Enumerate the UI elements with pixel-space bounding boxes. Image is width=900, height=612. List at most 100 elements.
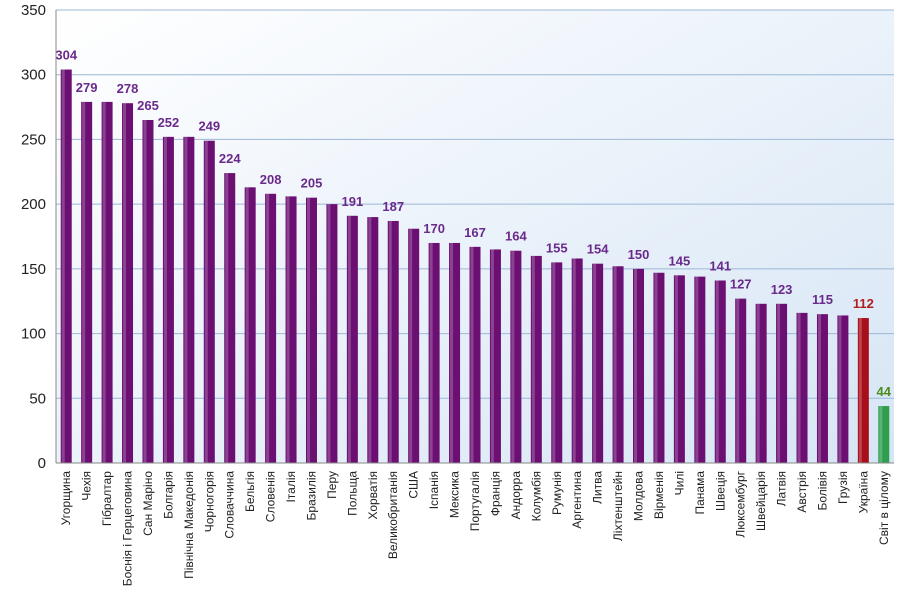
bar xyxy=(551,262,563,463)
bar-highlight xyxy=(388,220,392,463)
bar xyxy=(857,318,869,463)
category-label: США xyxy=(407,471,421,499)
category-label: Великобританія xyxy=(386,471,400,559)
category-label: Словенія xyxy=(264,471,278,522)
bar-highlight xyxy=(593,263,597,463)
data-label: 145 xyxy=(669,253,691,268)
bar xyxy=(653,272,665,463)
bar xyxy=(735,298,747,463)
data-label: 167 xyxy=(464,225,486,240)
bar-highlight xyxy=(123,103,127,463)
category-label: Колумбія xyxy=(529,471,543,521)
category-label: Перу xyxy=(325,471,339,499)
bar-highlight xyxy=(674,275,678,463)
bar xyxy=(796,312,808,463)
bar xyxy=(162,136,174,463)
bars xyxy=(60,69,890,464)
bar xyxy=(244,187,256,463)
category-label: Чилі xyxy=(672,471,686,495)
category-label: Андорра xyxy=(509,471,523,520)
bar xyxy=(203,140,215,464)
data-label: 123 xyxy=(771,282,793,297)
bar-highlight xyxy=(634,268,638,463)
category-label: Грузія xyxy=(836,471,850,504)
data-label: 115 xyxy=(812,292,833,307)
bar-highlight xyxy=(511,250,515,463)
bar xyxy=(633,268,645,463)
category-label: Іспанія xyxy=(427,471,441,509)
bar xyxy=(469,246,481,463)
data-label: 154 xyxy=(587,242,609,257)
bar-highlight xyxy=(756,303,760,463)
y-tick-label: 150 xyxy=(21,261,46,278)
category-label: Італія xyxy=(284,471,298,503)
bar-highlight xyxy=(61,69,65,463)
data-label: 252 xyxy=(158,115,180,130)
bar xyxy=(755,303,767,463)
category-label: Угорщина xyxy=(59,471,73,526)
bar xyxy=(489,249,501,463)
category-label: Болівія xyxy=(815,471,829,511)
bar xyxy=(673,275,685,463)
x-axis-labels: Угорщина Чехія Гібралтар Боснія і Герцегови… xyxy=(59,470,891,586)
category-label: Гібралтар xyxy=(100,471,114,526)
bar-highlight xyxy=(777,303,781,463)
bar-highlight xyxy=(184,136,188,463)
bar-highlight xyxy=(797,312,801,463)
bar-highlight xyxy=(552,262,556,463)
category-label: Молдова xyxy=(632,471,646,521)
bar-highlight xyxy=(266,193,270,463)
category-label: Бразилія xyxy=(304,471,318,520)
category-label: Чехія xyxy=(80,471,94,501)
bar xyxy=(592,263,604,463)
category-label: Ліхтенштейн xyxy=(611,471,625,541)
category-label: Вірменія xyxy=(652,471,666,519)
bar xyxy=(408,228,420,463)
bar xyxy=(837,315,849,463)
y-tick-label: 200 xyxy=(21,196,46,213)
category-label: Сан Маріно xyxy=(141,471,155,536)
bar-highlight xyxy=(286,196,290,463)
y-tick-label: 250 xyxy=(21,131,46,148)
data-label: 127 xyxy=(730,277,752,292)
data-label: 208 xyxy=(260,172,282,187)
bar-highlight xyxy=(347,215,351,463)
data-label: 44 xyxy=(877,384,892,399)
y-tick-label: 300 xyxy=(21,67,46,84)
bar-highlight xyxy=(163,136,167,463)
bar xyxy=(571,258,583,463)
bar-highlight xyxy=(470,246,474,463)
bar-highlight xyxy=(245,187,249,463)
category-label: Північна Македонія xyxy=(182,471,196,579)
category-label: Латвія xyxy=(775,471,789,506)
data-label: 141 xyxy=(709,259,731,274)
bar-highlight xyxy=(736,298,740,463)
bar xyxy=(60,69,72,463)
data-label: 164 xyxy=(505,229,527,244)
category-label: Мексика xyxy=(448,471,462,518)
category-label: Боснія і Герцеговина xyxy=(121,471,135,587)
bar xyxy=(776,303,788,463)
bar-highlight xyxy=(204,140,208,464)
bar-highlight xyxy=(858,318,862,463)
bar xyxy=(122,103,134,463)
data-label: 265 xyxy=(137,98,159,113)
bar-highlight xyxy=(327,204,331,463)
category-label: Португалія xyxy=(468,471,482,531)
bar xyxy=(387,220,399,463)
bar xyxy=(224,173,236,463)
category-label: Румунія xyxy=(550,471,564,515)
data-label: 170 xyxy=(423,221,445,236)
bar-highlight xyxy=(817,314,821,463)
bar xyxy=(878,406,890,463)
bar-highlight xyxy=(613,266,617,463)
bar xyxy=(305,197,317,463)
bar xyxy=(449,242,461,463)
bar-highlight xyxy=(225,173,229,463)
bar-highlight xyxy=(879,406,883,463)
bar xyxy=(612,266,624,463)
bar-highlight xyxy=(838,315,842,463)
data-label: 112 xyxy=(853,296,874,311)
category-label: Литва xyxy=(591,471,605,504)
